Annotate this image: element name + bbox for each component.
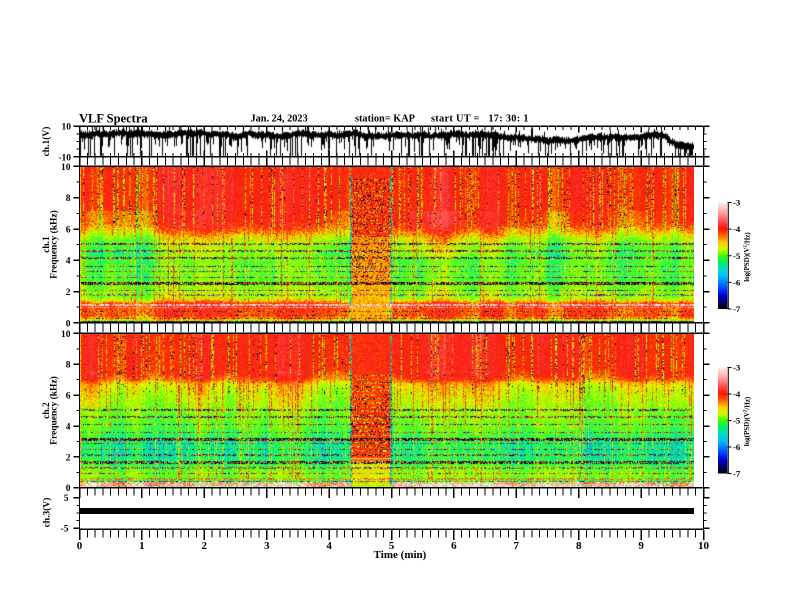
svg-text:ch.3(V): ch.3(V) — [42, 498, 53, 528]
svg-text:log(PSD)(V2/Hz): log(PSD)(V2/Hz) — [743, 396, 751, 446]
svg-text:start UT = 17: 30: 1: start UT = 17: 30: 1 — [431, 114, 529, 125]
svg-text:2: 2 — [66, 453, 71, 463]
svg-text:2: 2 — [66, 288, 71, 298]
svg-text:-10: -10 — [58, 153, 71, 163]
svg-text:3: 3 — [264, 540, 270, 552]
svg-text:-7: -7 — [733, 469, 741, 479]
svg-text:6: 6 — [66, 225, 71, 235]
svg-text:2: 2 — [202, 540, 208, 552]
svg-text:-5: -5 — [733, 416, 741, 426]
svg-text:-3: -3 — [733, 198, 741, 208]
svg-text:Frequency (kHz): Frequency (kHz) — [49, 210, 60, 279]
svg-text:station= KAP: station= KAP — [355, 114, 415, 125]
svg-text:7: 7 — [514, 540, 520, 552]
svg-text:5: 5 — [64, 494, 69, 504]
svg-text:-5: -5 — [733, 251, 741, 261]
svg-text:-5: -5 — [61, 525, 69, 535]
svg-text:0: 0 — [66, 484, 71, 494]
svg-text:4: 4 — [326, 540, 332, 552]
svg-text:-4: -4 — [733, 224, 741, 234]
svg-text:5: 5 — [389, 540, 395, 552]
svg-text:-6: -6 — [733, 278, 741, 288]
svg-text:6: 6 — [66, 392, 71, 402]
svg-text:-4: -4 — [733, 389, 741, 399]
svg-text:Time (min): Time (min) — [374, 549, 427, 561]
svg-text:-3: -3 — [733, 363, 741, 373]
svg-text:ch.2: ch.2 — [42, 402, 52, 419]
svg-text:0: 0 — [66, 319, 71, 329]
svg-text:log(PSD)(V2/Hz): log(PSD)(V2/Hz) — [743, 232, 751, 282]
svg-text:0: 0 — [77, 540, 83, 552]
svg-text:ch.1(V): ch.1(V) — [41, 127, 52, 157]
svg-text:Jan. 24, 2023: Jan. 24, 2023 — [251, 114, 308, 125]
svg-text:4: 4 — [66, 257, 71, 267]
svg-text:8: 8 — [576, 540, 582, 552]
svg-text:10: 10 — [61, 330, 71, 340]
svg-text:VLF Spectra: VLF Spectra — [79, 112, 148, 126]
svg-text:6: 6 — [451, 540, 457, 552]
svg-text:10: 10 — [61, 163, 71, 173]
svg-text:9: 9 — [638, 540, 644, 552]
svg-text:4: 4 — [66, 422, 71, 432]
svg-text:-7: -7 — [733, 304, 741, 314]
svg-text:1: 1 — [139, 540, 145, 552]
svg-text:-6: -6 — [733, 442, 741, 452]
svg-text:ch.1: ch.1 — [42, 236, 52, 253]
svg-text:10: 10 — [62, 123, 72, 133]
svg-text:8: 8 — [66, 361, 71, 371]
svg-text:Frequency (kHz): Frequency (kHz) — [49, 376, 60, 445]
svg-text:10: 10 — [698, 540, 710, 552]
svg-text:8: 8 — [66, 194, 71, 204]
